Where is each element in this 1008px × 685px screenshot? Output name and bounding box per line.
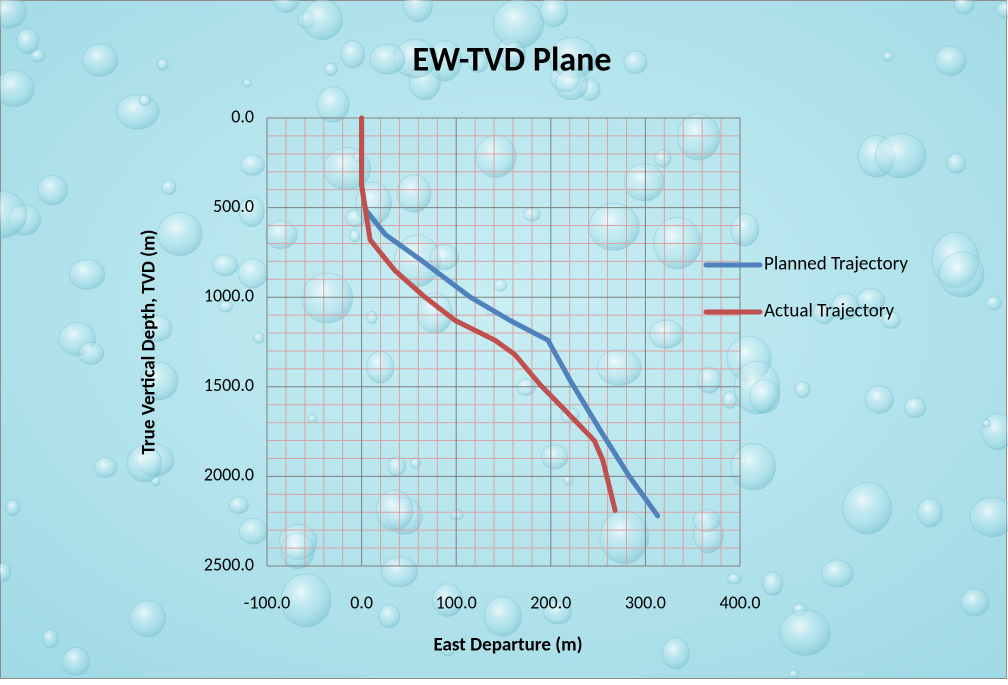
y-tick-label: 1500.0 (204, 374, 254, 396)
droplet (865, 386, 893, 414)
droplet (317, 87, 349, 123)
droplet (625, 164, 665, 201)
y-tick-label: 0.0 (231, 105, 254, 127)
droplet (970, 497, 1008, 536)
x-tick-label: 400.0 (719, 591, 760, 613)
droplet (662, 638, 689, 669)
droplet (677, 114, 719, 160)
droplet (239, 518, 267, 544)
droplet (116, 95, 159, 129)
droplet (986, 296, 1001, 310)
y-tick-label: 2000.0 (204, 464, 254, 486)
droplet (698, 367, 721, 393)
droplet (822, 560, 854, 587)
legend-label: Planned Trajectory (764, 253, 908, 276)
droplet (731, 444, 776, 490)
droplet (451, 510, 464, 520)
droplet (388, 457, 405, 476)
droplet (94, 457, 117, 477)
chart-title: EW-TVD Plane (413, 39, 612, 80)
droplet (367, 311, 377, 323)
droplet (43, 629, 59, 648)
droplet (540, 0, 567, 27)
droplet (649, 320, 683, 348)
droplet (79, 342, 104, 364)
droplet (961, 589, 989, 616)
droplet (918, 498, 943, 527)
droplet (157, 59, 168, 71)
droplet (16, 29, 39, 54)
droplet (0, 563, 11, 581)
droplet (541, 445, 567, 469)
droplet (254, 332, 264, 343)
droplet (38, 175, 68, 205)
droplet (349, 230, 359, 242)
droplet (265, 220, 297, 248)
droplet (763, 572, 783, 596)
droplet (139, 95, 151, 106)
droplet (731, 213, 759, 246)
droplet (780, 610, 831, 655)
droplet (376, 490, 413, 531)
droplet (83, 44, 118, 77)
droplet (411, 458, 421, 469)
x-tick-label: -100.0 (244, 591, 291, 613)
droplet (795, 382, 810, 398)
droplet (947, 153, 966, 173)
droplet (397, 175, 431, 213)
droplet (69, 259, 104, 289)
y-tick-label: 500.0 (213, 195, 254, 217)
droplet (624, 51, 647, 74)
droplet (241, 155, 265, 176)
droplet (6, 500, 20, 516)
x-axis-title: East Departure (m) (434, 634, 583, 657)
droplet (939, 252, 984, 297)
x-tick-label: 200.0 (530, 591, 571, 613)
droplet (161, 180, 176, 194)
droplet (324, 63, 337, 76)
droplet (789, 670, 799, 678)
droplet (655, 150, 671, 168)
x-tick-label: 100.0 (436, 591, 477, 613)
droplet (130, 601, 166, 637)
droplet (243, 79, 252, 87)
droplet (935, 46, 966, 75)
droplet (693, 510, 720, 532)
droplet (750, 380, 780, 413)
droplet (0, 70, 34, 106)
droplet (379, 605, 400, 628)
droplet (341, 40, 364, 67)
legend-label: Actual Trajectory (764, 300, 894, 323)
droplet (212, 255, 238, 276)
droplet (484, 596, 521, 636)
droplet (882, 52, 893, 61)
droplet (430, 245, 459, 270)
droplet (303, 0, 343, 40)
droplet (229, 497, 249, 514)
droplet (158, 213, 203, 256)
droplet (62, 647, 89, 675)
y-tick-label: 2500.0 (204, 553, 254, 575)
x-tick-label: 300.0 (625, 591, 666, 613)
droplet (843, 482, 892, 534)
droplet (875, 134, 926, 178)
droplet (954, 0, 974, 14)
y-tick-label: 1000.0 (204, 284, 254, 306)
droplet (476, 135, 516, 177)
y-axis-title: True Vertical Depth, TVD (m) (138, 230, 161, 455)
droplet (597, 349, 641, 385)
droplet (370, 44, 405, 74)
droplet (904, 397, 925, 418)
droplet (982, 420, 990, 427)
droplet (494, 280, 507, 291)
droplet (728, 573, 742, 584)
chart: EW-TVD Plane East Departure (m) True Ver… (0, 0, 1008, 680)
x-tick-label: 0.0 (350, 591, 373, 613)
droplet (308, 415, 317, 422)
